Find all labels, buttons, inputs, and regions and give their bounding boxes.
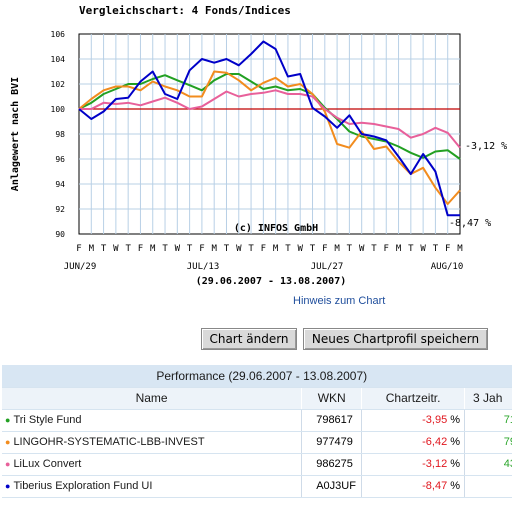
percent-sign: % [450, 480, 461, 492]
change-value: -3,12 [422, 458, 448, 470]
series-lines [78, 40, 461, 217]
change-value: -8,47 [422, 480, 448, 492]
series-dot-icon: ● [5, 415, 11, 425]
x-day-letter: M [273, 244, 279, 254]
table-row: ●LiLux Convert 986275 -3,12 % 43, [2, 453, 512, 476]
three-year-value: 43, [464, 453, 512, 476]
series-line-2 [79, 89, 461, 149]
performance-table: Performance (29.06.2007 - 13.08.2007) Na… [2, 365, 512, 498]
x-day-letter: F [261, 244, 266, 254]
y-tick-label: 96 [55, 155, 65, 164]
date-label-jun29: JUN/29 [64, 262, 97, 272]
x-day-letter: T [408, 244, 414, 254]
x-day-letter: W [175, 244, 181, 254]
wkn-cell: A0J3UF [301, 475, 363, 498]
col-header-3-years[interactable]: 3 Jah [464, 387, 512, 410]
x-day-letter: W [420, 244, 426, 254]
wkn-cell: 798617 [301, 409, 363, 432]
series-dot-icon: ● [5, 459, 11, 469]
x-day-letter: M [89, 244, 95, 254]
x-day-letter: M [396, 244, 402, 254]
x-day-letter: T [310, 244, 316, 254]
series-line-0 [78, 73, 461, 160]
x-day-letter: M [334, 244, 340, 254]
x-day-letter: F [384, 244, 389, 254]
series-dot-icon: ● [5, 437, 11, 447]
x-day-letter: F [138, 244, 143, 254]
three-year-value: 79, [464, 431, 512, 454]
three-year-value [464, 475, 512, 498]
y-tick-label: 94 [55, 180, 65, 189]
col-header-wkn[interactable]: WKN [301, 387, 363, 410]
date-label-jul27: JUL/27 [311, 262, 344, 272]
y-tick-label: 98 [55, 130, 65, 139]
fund-name[interactable]: Tiberius Exploration Fund UI [13, 480, 153, 492]
date-label-jul13: JUL/13 [187, 262, 220, 272]
end-label-tiberius: -8,47 % [449, 218, 491, 229]
chart-title: Vergleichschart: 4 Fonds/Indices [79, 4, 291, 17]
wkn-cell: 977479 [301, 431, 363, 454]
col-header-chart-period[interactable]: Chartzeitr. [361, 387, 466, 410]
y-tick-label: 92 [55, 205, 65, 214]
x-day-letter: T [347, 244, 353, 254]
series-dot-icon: ● [5, 481, 11, 491]
date-label-aug10: AUG/10 [431, 262, 464, 272]
end-label-lilux: -3,12 % [465, 141, 507, 152]
table-row: ●Tri Style Fund 798617 -3,95 % 71, [2, 409, 512, 432]
x-day-letter: W [298, 244, 304, 254]
x-day-letter: T [125, 244, 131, 254]
x-day-letter: F [445, 244, 450, 254]
x-day-letter: F [199, 244, 204, 254]
x-day-letter: M [211, 244, 217, 254]
y-tick-label: 90 [55, 230, 65, 239]
table-row: ● LINGOHR-SYSTEMATIC-LBB-INVEST 977479 -6… [2, 431, 512, 454]
date-range-label: (29.06.2007 - 13.08.2007) [196, 276, 347, 287]
x-day-letter: W [236, 244, 242, 254]
series-line-3 [78, 40, 460, 217]
save-chart-profile-button[interactable]: Neues Chartprofil speichern [303, 328, 488, 350]
x-day-letter: T [285, 244, 291, 254]
y-axis-label: Anlagewert nach BVI [10, 77, 21, 191]
fund-name[interactable]: LINGOHR-SYSTEMATIC-LBB-INVEST [13, 436, 205, 448]
x-day-letter: T [248, 244, 254, 254]
performance-title: Performance (29.06.2007 - 13.08.2007) [2, 365, 512, 388]
percent-sign: % [450, 458, 461, 470]
y-axis-ticks: 90 92 94 96 98 100 102 104 106 [51, 30, 66, 239]
series-line-1 [78, 70, 461, 205]
x-day-letter: W [359, 244, 365, 254]
fund-name[interactable]: Tri Style Fund [13, 414, 82, 426]
y-tick-label: 102 [51, 80, 66, 89]
x-day-letter: T [224, 244, 230, 254]
y-tick-label: 106 [51, 30, 66, 39]
x-day-letter: T [187, 244, 193, 254]
y-tick-label: 100 [51, 105, 66, 114]
x-day-letter: T [162, 244, 168, 254]
col-header-name[interactable]: Name [2, 387, 303, 410]
change-value: -6,42 [422, 436, 448, 448]
x-day-letter: T [433, 244, 439, 254]
x-day-letter: M [150, 244, 156, 254]
wkn-cell: 986275 [301, 453, 363, 476]
x-day-letter: M [457, 244, 463, 254]
chart-watermark: (c) INFOS GmbH [234, 223, 318, 234]
x-day-letter: F [76, 244, 81, 254]
x-day-letter: T [101, 244, 107, 254]
three-year-value: 71, [464, 409, 512, 432]
change-chart-button[interactable]: Chart ändern [201, 328, 297, 350]
change-value: -3,95 [422, 414, 448, 426]
percent-sign: % [450, 414, 461, 426]
table-row: ● Tiberius Exploration Fund UI A0J3UF -8,… [2, 475, 512, 498]
y-tick-label: 104 [51, 55, 66, 64]
x-day-letter: W [113, 244, 119, 254]
comparison-chart: 90 92 94 96 98 100 102 104 106 Anlagewert nach B… [10, 30, 507, 287]
x-day-letter: T [371, 244, 377, 254]
percent-sign: % [450, 436, 461, 448]
chart-hint-link[interactable]: Hinweis zum Chart [293, 295, 386, 307]
x-day-letter: F [322, 244, 327, 254]
fund-name[interactable]: LiLux Convert [13, 458, 82, 470]
